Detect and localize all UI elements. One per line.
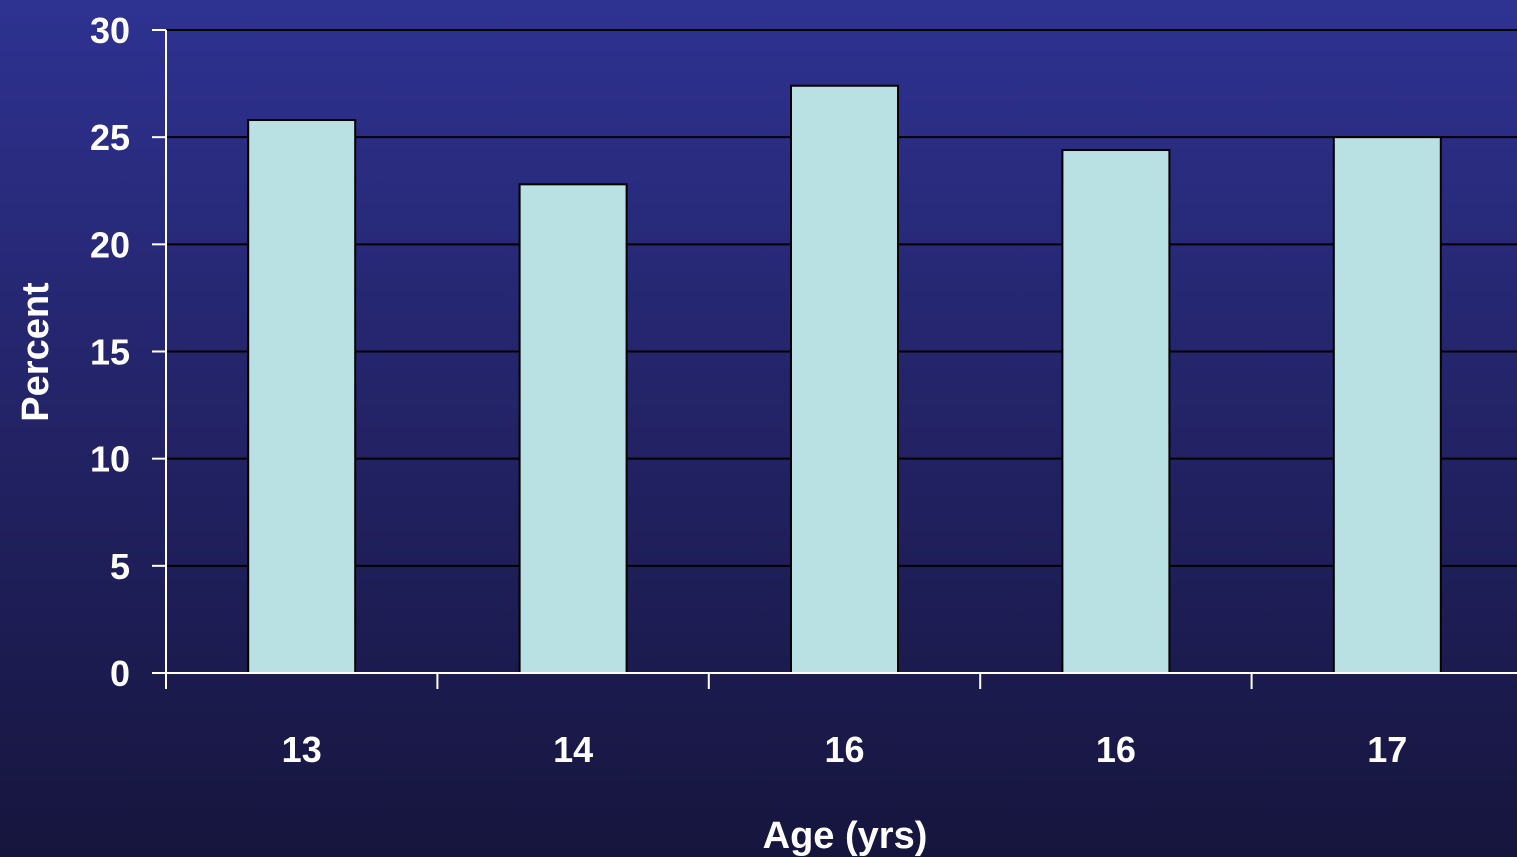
y-tick-label: 20 [90,224,130,265]
tick-labels: 0 5 10 15 20 25 30 13 14 16 16 17 [90,10,1407,770]
bar-2 [518,183,628,674]
x-tick-label: 13 [282,729,322,770]
x-tick-label: 17 [1367,729,1407,770]
bar-5 [1332,136,1442,674]
y-tick-label: 15 [90,332,130,373]
y-tick-label: 0 [110,653,130,694]
bar-1 [247,119,357,674]
axes [152,29,1517,689]
bar-4 [1061,149,1171,674]
x-axis-title: Age (yrs) [763,815,928,857]
x-tick-label: 14 [553,729,593,770]
x-tick-label: 16 [824,729,864,770]
x-tick-label: 16 [1096,729,1136,770]
bar-3 [790,84,899,674]
y-tick-label: 30 [90,10,130,51]
y-axis-title: Percent [15,282,57,422]
y-tick-label: 10 [90,439,130,480]
bars [247,84,1442,674]
y-tick-label: 25 [90,117,130,158]
y-tick-label: 5 [110,546,130,587]
